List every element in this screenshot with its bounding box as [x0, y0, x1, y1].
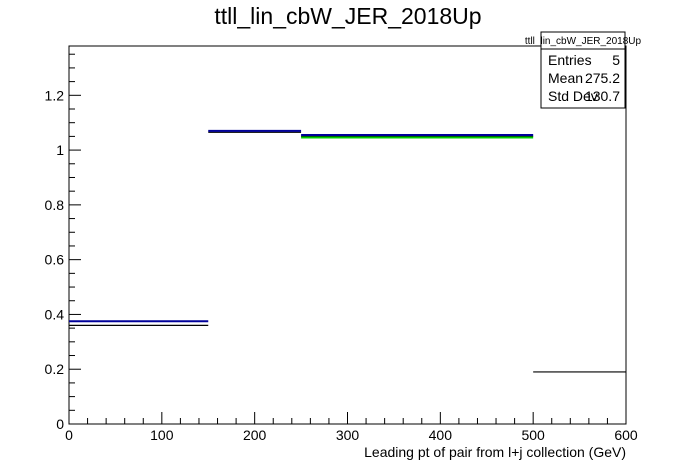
y-tick-label: 1 — [56, 142, 64, 158]
stats-box: ttll_lin_cbW_JER_2018Up Entries 5 Mean 2… — [525, 31, 642, 109]
x-axis-label: Leading pt of pair from l+j collection (… — [364, 444, 626, 460]
axis-layer: 0 100 200 300 400 500 600 0 0.2 0.4 0.6 0.8 1 1.2 — [45, 53, 638, 443]
stats-stddev-value: 130.7 — [585, 88, 620, 104]
stats-box-frame — [540, 31, 626, 109]
x-tick-label: 300 — [336, 427, 360, 443]
x-tick-label: 200 — [243, 427, 267, 443]
stats-box-title: ttll_lin_cbW_JER_2018Up — [525, 36, 642, 47]
stats-mean-label: Mean — [548, 70, 583, 86]
stats-entries-label: Entries — [548, 52, 592, 68]
stats-mean-value: 275.2 — [585, 70, 620, 86]
y-tick-label: 0 — [56, 416, 64, 432]
y-tick-label: 0.2 — [45, 361, 65, 377]
y-tick-label: 1.2 — [45, 87, 65, 103]
stats-stddev-label: Std Dev — [548, 88, 598, 104]
y-tick-label: 0.6 — [45, 252, 65, 268]
x-tick-label: 600 — [614, 427, 638, 443]
x-tick-label: 100 — [150, 427, 174, 443]
series-layer — [69, 129, 626, 373]
x-tick-label: 500 — [521, 427, 545, 443]
stats-entries-value: 5 — [612, 52, 620, 68]
y-tick-label: 0.8 — [45, 197, 65, 213]
x-tick-label: 0 — [65, 427, 73, 443]
y-tick-label: 0.4 — [45, 306, 65, 322]
chart-title: ttll_lin_cbW_JER_2018Up — [214, 3, 481, 29]
x-tick-label: 400 — [429, 427, 453, 443]
